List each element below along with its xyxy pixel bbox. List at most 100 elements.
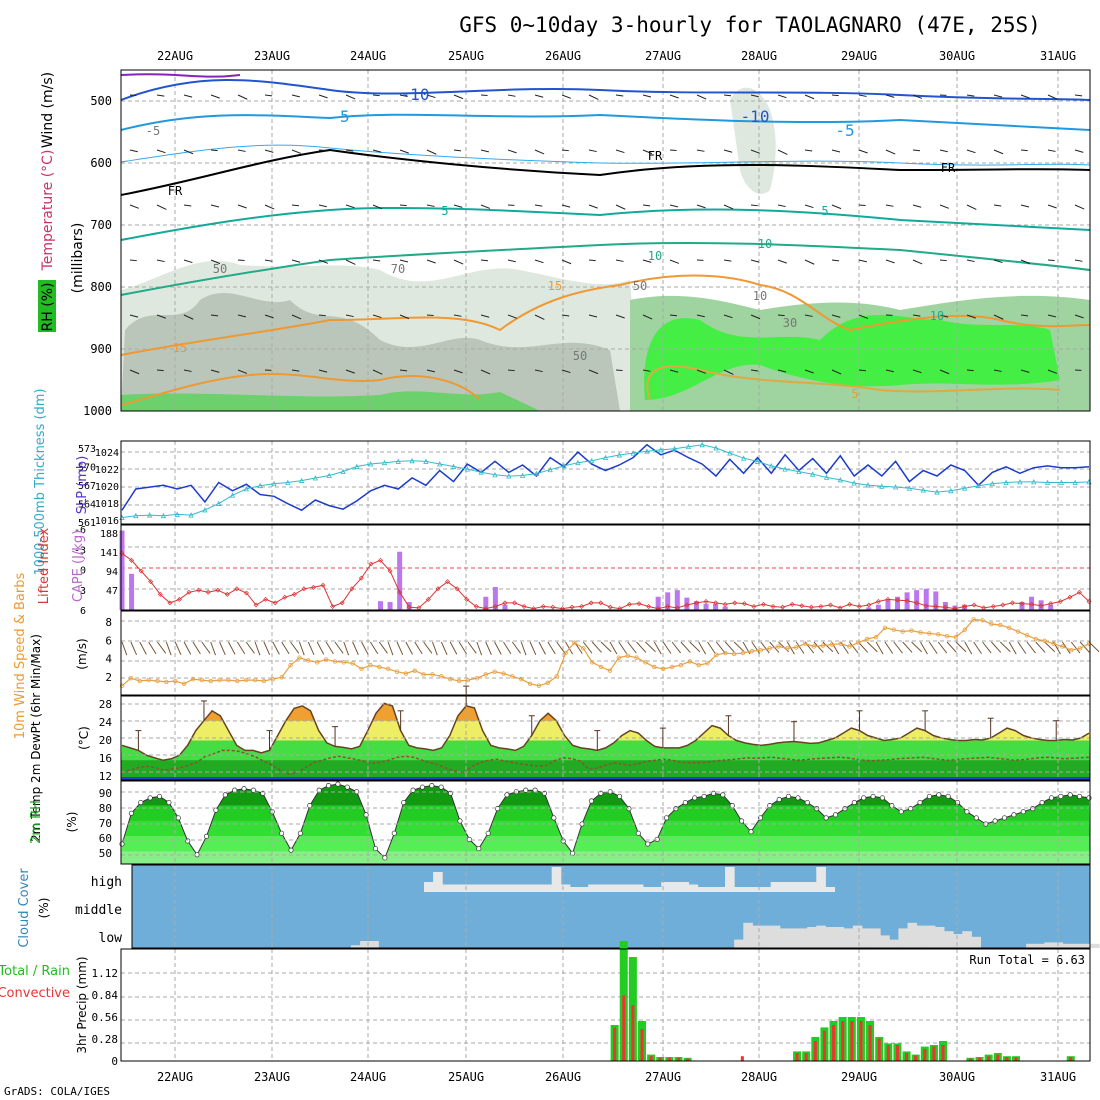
wind-barb bbox=[831, 259, 840, 262]
wind-speed-point bbox=[1006, 625, 1012, 630]
thickness-point bbox=[1003, 479, 1009, 485]
rh-point bbox=[147, 795, 153, 801]
rh-point bbox=[166, 799, 172, 806]
cloud-high-bar bbox=[761, 887, 772, 892]
wind10m-barb bbox=[937, 641, 948, 654]
wind-barb bbox=[426, 204, 435, 207]
wind-barb bbox=[507, 149, 517, 154]
wind-barb bbox=[129, 149, 138, 153]
rh-point bbox=[138, 799, 144, 806]
wind-speed-point bbox=[377, 664, 382, 670]
y-tick-label: 1016 bbox=[95, 516, 119, 527]
lifted-point bbox=[397, 589, 403, 595]
wind10m-barb bbox=[148, 641, 157, 655]
cloud-low-bar bbox=[350, 945, 361, 948]
wind-barb bbox=[993, 94, 1003, 98]
wind10m-barb bbox=[591, 641, 602, 653]
cloud-high-bar bbox=[560, 884, 571, 892]
rh-point bbox=[804, 799, 810, 806]
wind-barb bbox=[777, 149, 788, 155]
wind-barb bbox=[237, 204, 247, 209]
wind-barb bbox=[1020, 314, 1029, 317]
wind-barb bbox=[291, 314, 302, 320]
wind-speed-point bbox=[519, 676, 524, 682]
rh-point bbox=[701, 793, 707, 799]
y-tick-label: 6 bbox=[105, 634, 112, 647]
wind-barb bbox=[777, 314, 785, 317]
wind-barb bbox=[642, 204, 651, 207]
lifted-point bbox=[167, 600, 173, 606]
temperature-contour bbox=[120, 73, 241, 78]
ylabel-thickness: 1000-500mb Thickness (dm) bbox=[33, 388, 48, 575]
lifted-point bbox=[895, 597, 901, 603]
wind-barb bbox=[480, 149, 489, 153]
wind-speed-point bbox=[483, 672, 488, 677]
thickness-point bbox=[865, 482, 871, 488]
rh-point bbox=[1067, 792, 1073, 798]
rh-point bbox=[673, 806, 679, 812]
wind-barb bbox=[912, 94, 923, 99]
thickness-point bbox=[658, 447, 664, 453]
thickness-point bbox=[547, 466, 553, 473]
y-tick-label: 12 bbox=[99, 770, 112, 783]
precip-conv-bar bbox=[1005, 1057, 1009, 1061]
wind10m-barb bbox=[556, 641, 566, 654]
wind-barb bbox=[399, 204, 407, 207]
temp-panel: 28 24 20 16 12 bbox=[99, 685, 1091, 783]
cloud-high-bar bbox=[542, 884, 553, 892]
cape-bar bbox=[885, 600, 891, 610]
wind10m-barb bbox=[290, 641, 300, 654]
wind-speed-point bbox=[838, 641, 843, 646]
y-tick-label: 1020 bbox=[95, 482, 119, 493]
rh-point bbox=[241, 786, 247, 792]
y-tick-label: 573 bbox=[78, 444, 96, 455]
wind-barb bbox=[615, 94, 624, 97]
wind10m-barb bbox=[645, 641, 656, 653]
rh-point bbox=[438, 784, 444, 790]
panel-frame bbox=[120, 524, 1091, 611]
wind-barb bbox=[993, 259, 1003, 264]
y-tick-label: 561 bbox=[78, 518, 96, 529]
wind-speed-point bbox=[217, 677, 222, 683]
lifted-point bbox=[435, 586, 441, 592]
wind-barb bbox=[750, 204, 758, 207]
thickness-point bbox=[285, 479, 291, 485]
thickness-point bbox=[1044, 479, 1051, 485]
rh-point bbox=[372, 846, 379, 852]
wind-barb bbox=[534, 259, 544, 264]
rh-point bbox=[729, 803, 735, 809]
wind-barb bbox=[453, 259, 464, 265]
wind-barb bbox=[156, 204, 167, 210]
precip-conv-bar bbox=[631, 1005, 635, 1061]
wind-barb bbox=[669, 369, 679, 373]
wind-barb bbox=[669, 94, 679, 99]
lifted-point bbox=[157, 591, 163, 597]
cloud-low-bar bbox=[825, 927, 836, 948]
y-tick-label: 0.84 bbox=[92, 989, 119, 1002]
wind-barb bbox=[669, 204, 678, 208]
rh-point bbox=[485, 830, 491, 836]
lifted-point bbox=[588, 600, 594, 606]
wind-speed-point bbox=[1042, 638, 1047, 644]
rh-point bbox=[879, 795, 886, 801]
wind-barb bbox=[534, 149, 545, 155]
rh-point bbox=[494, 806, 501, 812]
wind10m-barb bbox=[866, 641, 878, 653]
lifted-point bbox=[243, 590, 249, 596]
wind-barb bbox=[1020, 259, 1031, 265]
wind-speed-point bbox=[164, 679, 169, 685]
contour-label: -10 bbox=[741, 107, 770, 126]
wind-speed-point bbox=[856, 640, 861, 645]
wind10m-barb bbox=[378, 641, 388, 654]
wind10m-barb bbox=[192, 641, 201, 655]
lifted-point bbox=[205, 589, 211, 595]
wind-barb bbox=[858, 314, 869, 319]
rh-point bbox=[429, 783, 435, 789]
cloud-low-bar bbox=[369, 941, 379, 948]
lifted-point bbox=[272, 600, 278, 606]
wind-barb bbox=[939, 314, 949, 318]
wind-barb bbox=[615, 314, 625, 319]
wind10m-barb bbox=[600, 641, 612, 653]
wind-speed-point bbox=[758, 648, 763, 653]
